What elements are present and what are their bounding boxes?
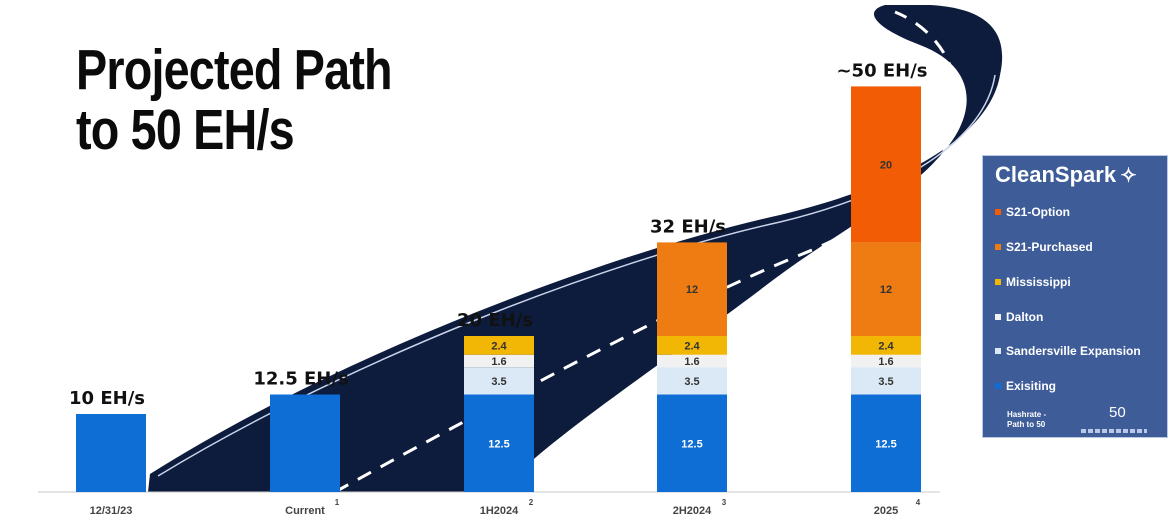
legend-label: S21-Purchased — [1006, 240, 1093, 254]
legend-label: Exisiting — [1006, 379, 1057, 393]
x-tick-label: 2H2024 — [673, 505, 712, 517]
bar-segment-s21-purchased — [657, 242, 727, 336]
legend-swatch — [995, 314, 1001, 320]
bar-segment-label: 1.6 — [878, 356, 893, 368]
bar-segment-label: 12.5 — [488, 438, 509, 450]
legend-progress-bar — [1081, 429, 1147, 433]
bar-segment-dalton — [851, 354, 921, 368]
bar-segment-label: 2.4 — [684, 340, 700, 352]
legend-swatch — [995, 244, 1001, 250]
bar-segment-label: 1.6 — [684, 356, 699, 368]
legend-swatch — [995, 279, 1001, 285]
plot-area: 10 EH/s 12/31/23 12.5 EH/s Current 1 12.5 3.5 1… — [38, 60, 940, 517]
legend-note: Hashrate - Path to 50 — [1007, 410, 1047, 429]
bar-segment-label: 3.5 — [878, 376, 893, 388]
road-edge-line — [157, 74, 996, 477]
bar-segment-label: 12.5 — [681, 438, 702, 450]
bar-total-label: 32 EH/s — [650, 216, 726, 237]
bar-total-label: 20 EH/s — [457, 310, 533, 331]
bar-segment-label: 12.5 — [875, 438, 896, 450]
bar-segment-s21-purchased — [851, 242, 921, 336]
legend-swatch — [995, 209, 1001, 215]
x-tick-label: 1H2024 — [480, 505, 519, 517]
x-tick-label: 12/31/23 — [90, 505, 133, 517]
bar-segment-sandersville-expansion — [657, 367, 727, 395]
legend-target-value: 50 — [1109, 404, 1126, 421]
bar-segment-mississippi — [657, 336, 727, 355]
bar-segment-exisiting — [76, 414, 146, 492]
bar-segment-s21-option — [851, 86, 921, 243]
title-line-2: to 50 EH/s — [76, 98, 295, 162]
legend-label: S21-Option — [1006, 205, 1071, 219]
bar-segment-label: 1.6 — [491, 356, 506, 368]
x-tick-label: 2025 — [874, 505, 898, 517]
bar-segment-label: 3.5 — [491, 376, 506, 388]
bar-segment-dalton — [464, 354, 534, 368]
bar-total-label: 12.5 EH/s — [253, 369, 348, 390]
brand-logo: CleanSpark ✧ — [995, 162, 1137, 188]
legend-item-s21-purchased: S21-Purchased — [995, 239, 1093, 255]
legend-label: Sandersville Expansion — [1006, 344, 1141, 358]
bar-segment-label: 12 — [686, 284, 698, 296]
legend-item-mississippi: Mississippi — [995, 274, 1071, 290]
bar-segment-sandersville-expansion — [464, 367, 534, 395]
bar-segment-dalton — [657, 354, 727, 368]
legend-item-exisiting: Exisiting — [995, 378, 1056, 394]
legend-swatch — [995, 348, 1001, 354]
x-tick-label: Current — [285, 505, 325, 517]
x-tick-footnote: 2 — [529, 498, 534, 507]
x-tick-footnote: 1 — [335, 498, 340, 507]
legend-item-sandersville-expansion: Sandersville Expansion — [995, 343, 1141, 359]
legend-label: Dalton — [1006, 310, 1044, 324]
bar-segment-exisiting — [464, 394, 534, 492]
bar-total-label: 10 EH/s — [69, 388, 145, 409]
legend-swatch — [995, 383, 1001, 389]
bar-segment-exisiting — [657, 394, 727, 492]
legend-item-dalton: Dalton — [995, 309, 1043, 325]
bar-segment-sandersville-expansion — [851, 367, 921, 395]
x-tick-footnote: 4 — [916, 498, 921, 507]
x-tick-footnote: 3 — [722, 498, 727, 507]
legend-item-s21-option: S21-Option — [995, 204, 1070, 220]
brand-name: CleanSpark — [995, 162, 1117, 187]
bar-segment-label: 2.4 — [491, 340, 507, 352]
bar-segment-label: 2.4 — [878, 340, 894, 352]
title-line-1: Projected Path — [76, 38, 393, 102]
bar-segment-label: 20 — [880, 159, 892, 171]
sparkle-icon: ✧ — [1120, 165, 1137, 187]
bar-segment-label: 3.5 — [684, 376, 699, 388]
bar-segment-mississippi — [464, 336, 534, 355]
page-title: Projected Path to 50 EH/s — [76, 40, 420, 160]
bar-total-label: ~50 EH/s — [836, 60, 927, 81]
bar-segment-exisiting — [851, 394, 921, 492]
legend-panel: CleanSpark ✧ S21-Option S21-Purchased Mis… — [982, 155, 1168, 438]
bar-segment-mississippi — [851, 336, 921, 355]
bar-segment-label: 12 — [880, 284, 892, 296]
road-surface — [148, 5, 1003, 492]
bar-segment-exisiting — [270, 394, 340, 492]
legend-label: Mississippi — [1006, 275, 1071, 289]
